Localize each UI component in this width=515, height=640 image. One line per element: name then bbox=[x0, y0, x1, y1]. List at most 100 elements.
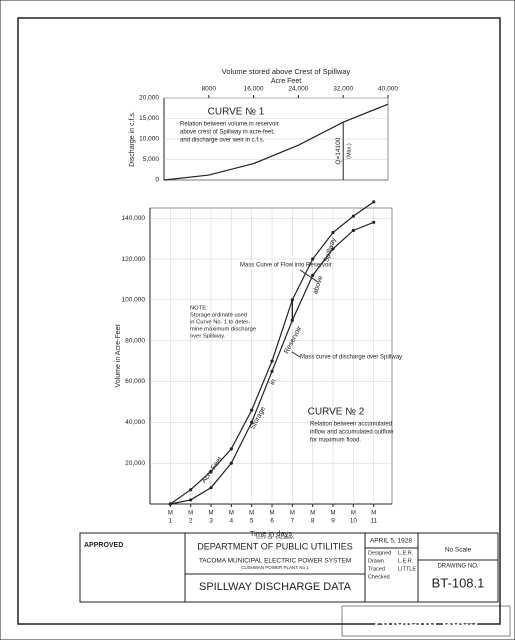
legend-entry: Mass Curve of Flow into Reservoir bbox=[240, 263, 332, 269]
x-tick-sublabel: M bbox=[229, 511, 234, 517]
point bbox=[229, 461, 233, 465]
annotation-note: (Max.) bbox=[347, 143, 353, 159]
y-tick-label: 5,000 bbox=[143, 156, 160, 163]
description: for maximum flood. bbox=[310, 438, 361, 444]
x-tick-label: 5 bbox=[250, 518, 254, 525]
point bbox=[351, 228, 355, 233]
point bbox=[311, 273, 315, 277]
y-tick-label: 10,000 bbox=[139, 136, 159, 143]
storage-label: in bbox=[269, 378, 278, 386]
drawing-title: SPILLWAY DISCHARGE DATA bbox=[199, 581, 352, 593]
drawing-no-label: DRAWING NO. bbox=[437, 564, 478, 570]
x-tick-sublabel: M bbox=[371, 511, 376, 517]
note: Storage ordinate used bbox=[190, 313, 247, 319]
point bbox=[372, 200, 376, 204]
x-tick-sublabel: M bbox=[310, 511, 315, 517]
approved: APPROVED bbox=[84, 542, 123, 549]
x-tick-sublabel: M bbox=[270, 511, 275, 517]
x-tick-label: 32,000 bbox=[333, 86, 353, 93]
y-axis-label: Volume in Acre-Feet bbox=[115, 324, 122, 387]
curve bbox=[163, 103, 389, 181]
x-tick-label: 8000 bbox=[202, 86, 217, 93]
point bbox=[351, 214, 355, 218]
plant: CUSHMAN POWER PLANT No 1 bbox=[241, 565, 309, 570]
y-tick-label: 20,000 bbox=[139, 95, 159, 102]
acre-feet-label: Acre Feet bbox=[201, 456, 224, 485]
description: and discharge over weir in c.f.s. bbox=[180, 138, 265, 144]
legend-entry: Mass curve of discharge over Spillway bbox=[300, 355, 402, 361]
x-tick-sublabel: M bbox=[249, 511, 254, 517]
point bbox=[168, 502, 172, 506]
storage-label: above bbox=[312, 275, 325, 295]
city: CITY OF TACOMA bbox=[256, 535, 294, 540]
x-tick-sublabel: M bbox=[290, 511, 295, 517]
y-tick-label: 140,000 bbox=[122, 215, 146, 222]
title-block-frame bbox=[79, 532, 499, 603]
note: NOTE: bbox=[190, 306, 208, 312]
point bbox=[270, 369, 274, 373]
role-name: L.E.R. bbox=[398, 550, 414, 556]
x-tick-sublabel: M bbox=[351, 511, 356, 517]
point bbox=[331, 230, 335, 235]
x-tick-label: 8 bbox=[311, 518, 315, 525]
chart-title: CURVE № 1 bbox=[208, 107, 265, 118]
x-tick-sublabel: M bbox=[209, 511, 214, 517]
point bbox=[209, 486, 213, 490]
x-axis-label: Volume stored above Crest of Spillway bbox=[222, 67, 351, 76]
note: in Curve No. 1 to deter- bbox=[190, 320, 250, 326]
system: TACOMA MUNICIPAL ELECTRIC POWER SYSTEM bbox=[199, 558, 351, 565]
scale: No Scale bbox=[445, 547, 472, 554]
description: above crest of Spillway in acre-feet, bbox=[180, 130, 275, 136]
x-tick-label: 11 bbox=[370, 518, 377, 525]
annotation: Q=14100 bbox=[335, 137, 342, 164]
role-name: LITTLE bbox=[398, 566, 416, 572]
storage-label: Spillway bbox=[323, 236, 338, 263]
point bbox=[250, 420, 254, 424]
date: APRIL 5, 1928 bbox=[370, 538, 412, 545]
x-tick-label: 7 bbox=[291, 518, 295, 525]
x-tick-label: 9 bbox=[331, 518, 335, 525]
x-axis-label: Time in days bbox=[250, 529, 292, 538]
drawing-no: BT-108.1 bbox=[432, 575, 485, 590]
x-tick-label: 16,000 bbox=[244, 86, 264, 93]
leader bbox=[291, 351, 301, 358]
y-tick-label: 80,000 bbox=[125, 337, 145, 344]
x-tick-sublabel: M bbox=[331, 511, 336, 517]
point bbox=[229, 447, 233, 451]
y-tick-label: 60,000 bbox=[125, 378, 145, 385]
point bbox=[331, 247, 335, 251]
x-tick-label: 10 bbox=[350, 518, 358, 525]
x-tick-label: 4 bbox=[230, 518, 234, 525]
point bbox=[189, 488, 193, 492]
point bbox=[311, 257, 315, 261]
point bbox=[189, 498, 193, 502]
role: Drawn bbox=[368, 558, 384, 564]
note: over Spillway. bbox=[190, 334, 226, 340]
x-tick-label: 2 bbox=[189, 518, 193, 525]
role: Checked bbox=[368, 574, 390, 580]
description: Relation between volume in reservoir bbox=[180, 122, 279, 128]
x-tick-label: 24,000 bbox=[288, 86, 308, 93]
role-name: L.E.R. bbox=[398, 558, 414, 564]
y-tick-label: 15,000 bbox=[139, 115, 159, 122]
x-axis-unit: Acre Feet bbox=[271, 78, 301, 85]
point bbox=[209, 469, 213, 473]
x-tick-label: 6 bbox=[270, 518, 274, 525]
description: Relation between accumulated bbox=[310, 422, 392, 428]
x-tick-sublabel: M bbox=[168, 511, 173, 517]
y-tick-label: 120,000 bbox=[122, 256, 146, 263]
y-tick-label: 100,000 bbox=[122, 297, 146, 304]
role: Traced bbox=[368, 566, 385, 572]
x-tick-label: 3 bbox=[209, 518, 213, 525]
point bbox=[250, 408, 254, 412]
role: Designed bbox=[368, 550, 391, 556]
watermark: AncientFaces bbox=[374, 613, 478, 630]
y-tick-label: 20,000 bbox=[125, 460, 145, 467]
y-tick-label: 40,000 bbox=[125, 419, 145, 426]
point bbox=[270, 359, 274, 363]
x-tick-label: 1 bbox=[169, 518, 173, 525]
leader bbox=[299, 269, 319, 283]
storage-label: Reservoir bbox=[283, 325, 304, 355]
y-tick-label: 0 bbox=[155, 177, 159, 184]
chart-title: CURVE № 2 bbox=[308, 407, 365, 418]
